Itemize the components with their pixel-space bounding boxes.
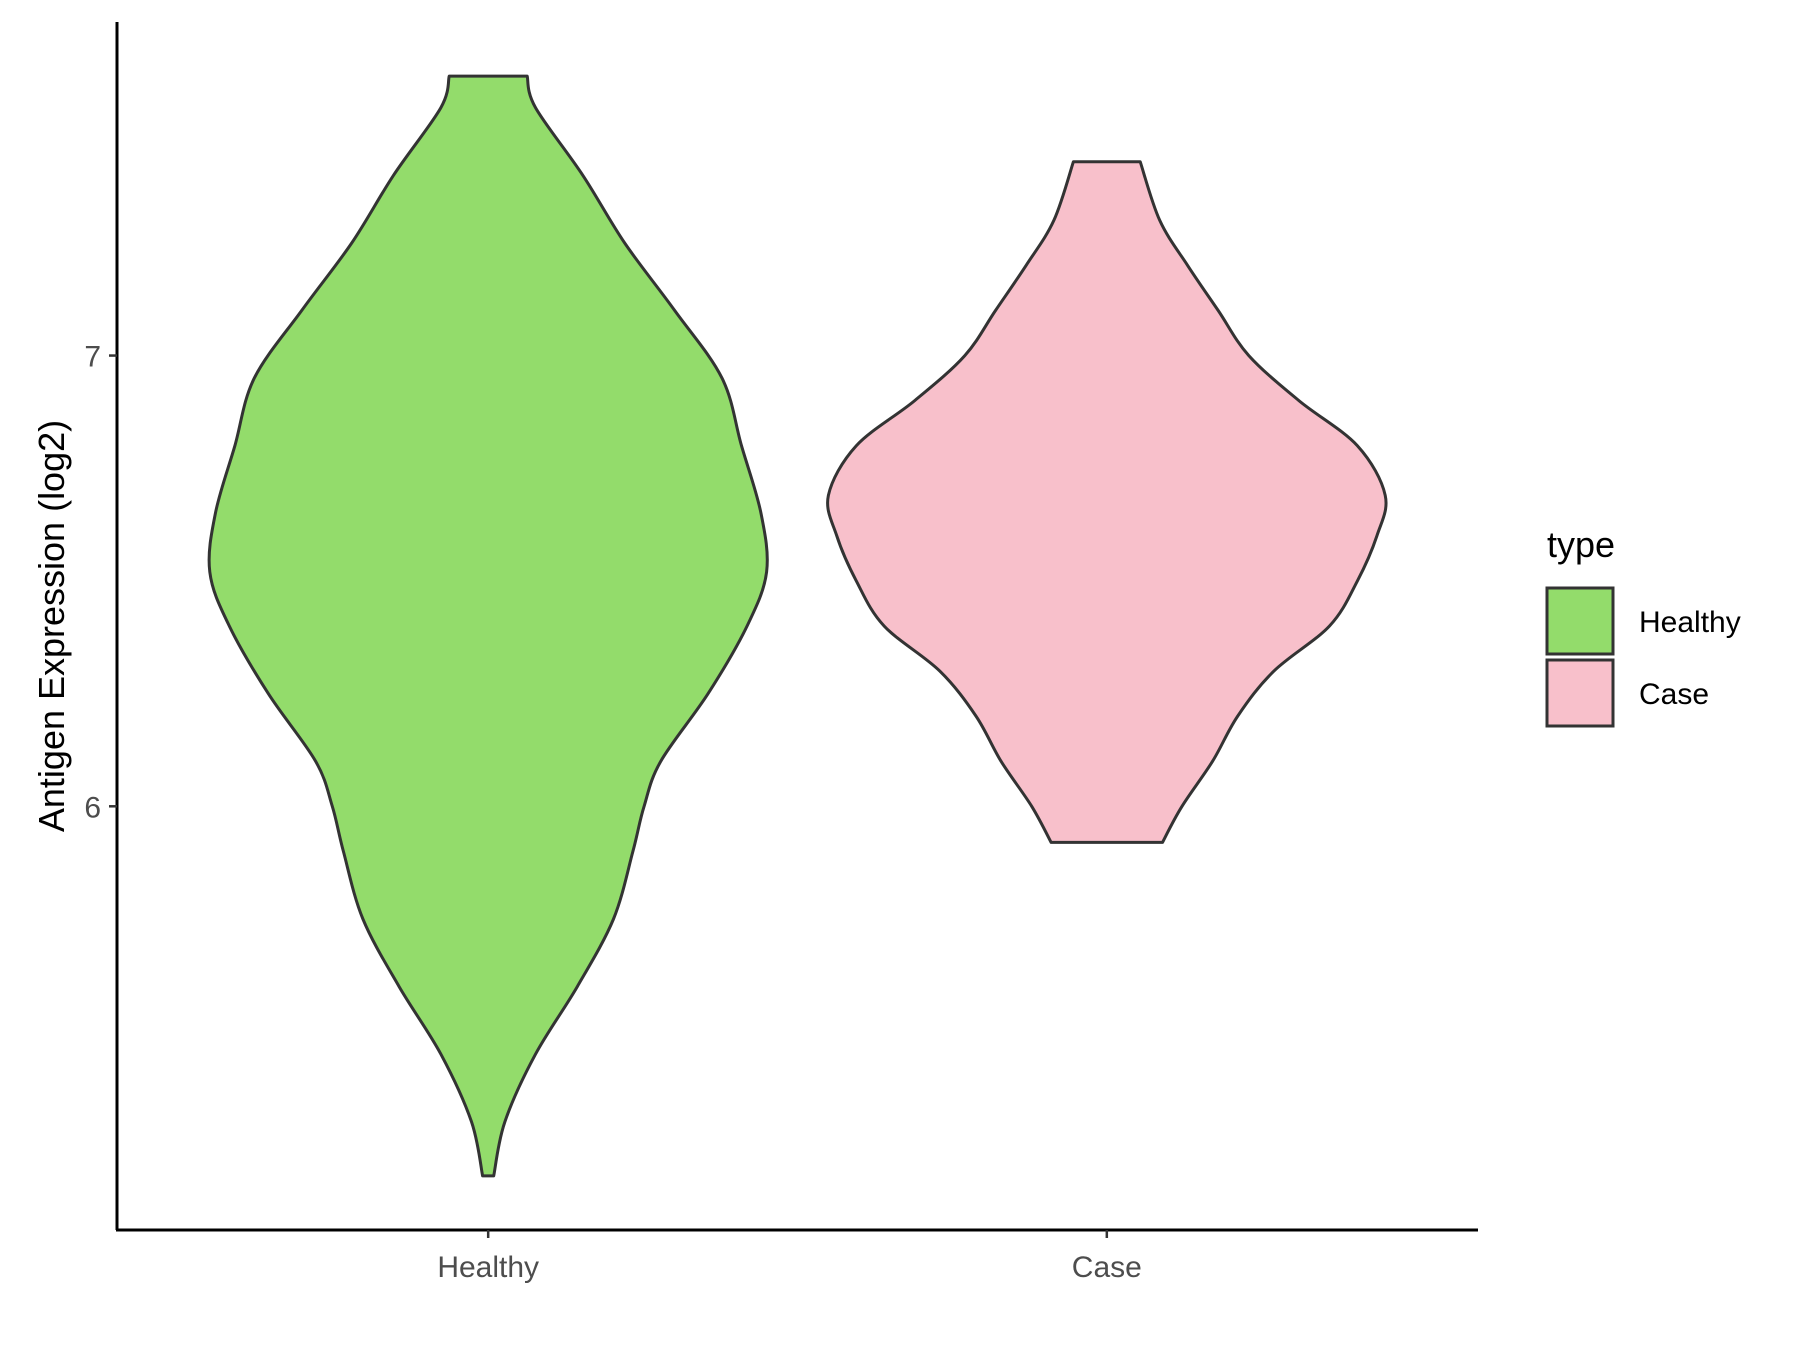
y-axis-title: Antigen Expression (log2) (31, 420, 72, 832)
violin-case (826, 160, 1388, 844)
legend: Healthy Case (1545, 586, 1741, 728)
legend-key-healthy (1545, 586, 1615, 656)
y-tick-label-7: 7 (84, 341, 101, 374)
legend-label-case: Case (1639, 678, 1709, 711)
violin-healthy (207, 74, 769, 1178)
legend-title: type (1547, 524, 1615, 565)
violin-layer (207, 74, 1388, 1178)
x-axis-ticks: Healthy Case (437, 1230, 1142, 1284)
x-tick-label-case: Case (1072, 1251, 1142, 1284)
x-tick-label-healthy: Healthy (437, 1251, 539, 1284)
y-tick-label-6: 6 (84, 791, 101, 824)
legend-key-case (1545, 658, 1615, 728)
y-axis-ticks: 67 (84, 341, 117, 824)
legend-label-healthy: Healthy (1639, 606, 1741, 639)
